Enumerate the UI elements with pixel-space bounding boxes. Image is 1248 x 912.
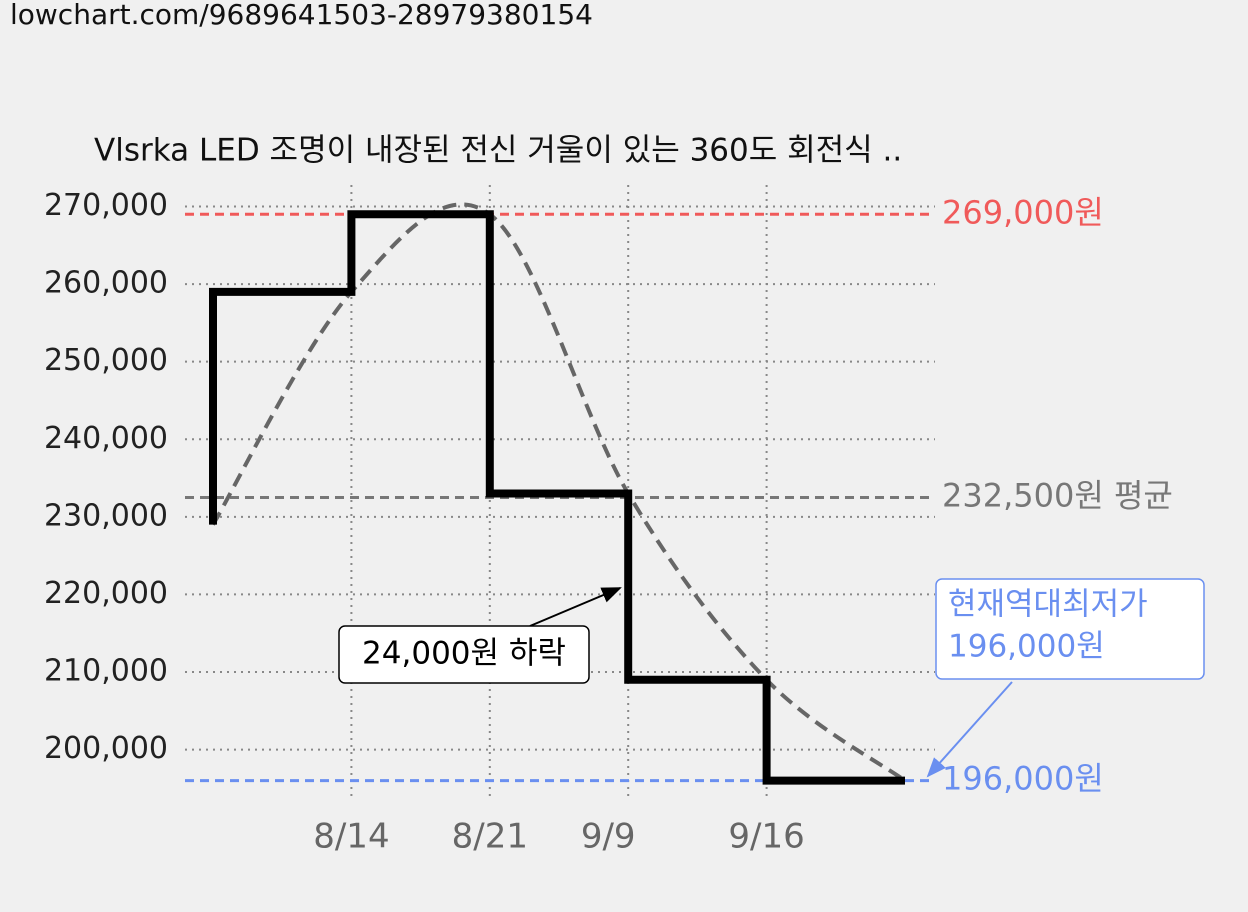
y-tick-label: 200,000: [44, 731, 168, 766]
annotation-arrow: [926, 681, 1013, 778]
x-tick-label: 8/21: [452, 817, 528, 857]
y-tick-label: 240,000: [44, 421, 168, 456]
x-tick-label: 9/9: [581, 817, 636, 857]
y-tick-label: 220,000: [44, 576, 168, 611]
annotation-box: [338, 625, 590, 684]
reference-label: 196,000원: [942, 760, 1104, 798]
price-step-line: [209, 210, 905, 785]
annotation-text: 196,000원: [948, 629, 1105, 665]
annotation-text: 현재역대최저가: [948, 587, 1148, 623]
annotation-text: 24,000원 하락: [362, 636, 566, 672]
chart-title: Vlsrka LED 조명이 내장된 전신 거울이 있는 360도 회전식 ..: [94, 133, 902, 169]
x-tick-label: 9/16: [728, 817, 804, 857]
y-tick-label: 270,000: [44, 188, 168, 223]
y-tick-label: 250,000: [44, 343, 168, 378]
x-tick-label: 8/14: [313, 817, 389, 857]
y-tick-label: 230,000: [44, 498, 168, 533]
annotation-box: [935, 578, 1205, 680]
annotation-arrow: [529, 587, 622, 627]
reference-label: 232,500원 평균: [942, 476, 1173, 514]
y-tick-label: 260,000: [44, 266, 168, 301]
source-url: lowchart.com/9689641503-28979380154: [10, 0, 593, 31]
y-tick-label: 210,000: [44, 653, 168, 688]
reference-label: 269,000원: [942, 193, 1104, 231]
